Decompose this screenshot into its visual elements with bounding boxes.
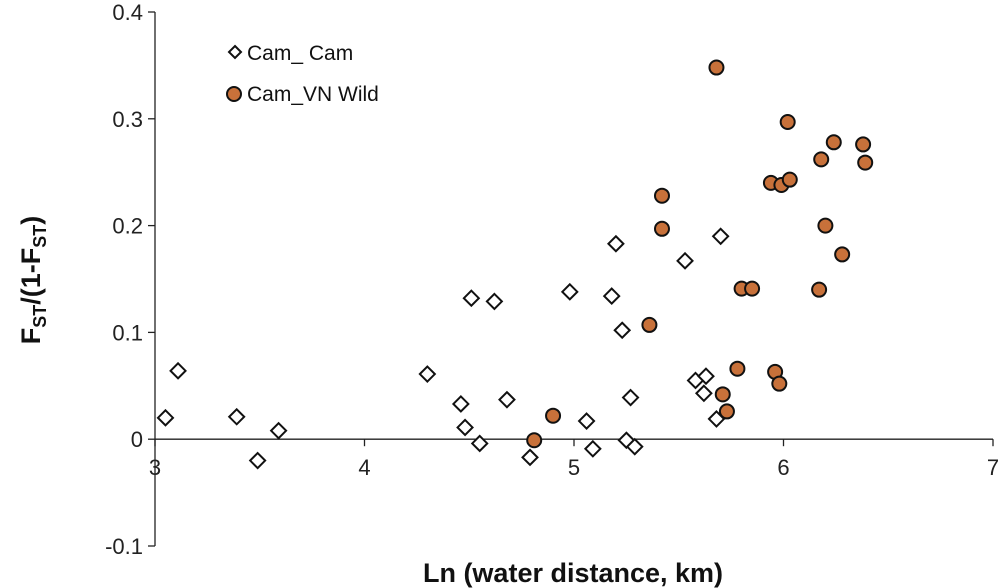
cam-cam-point xyxy=(625,437,644,456)
x-tick-label: 5 xyxy=(568,455,580,480)
cam-cam-point xyxy=(451,395,470,413)
cam-vn-wild-point xyxy=(779,114,796,131)
cam-cam-point xyxy=(418,365,437,383)
legend-label-cam-cam: Cam_ Cam xyxy=(247,42,353,65)
cam-cam-point xyxy=(602,287,621,306)
x-axis-title: Ln (water distance, km) xyxy=(423,558,723,588)
cam-cam-point xyxy=(583,439,602,458)
y-axis-title-main: F xyxy=(16,328,46,345)
data-points xyxy=(156,59,874,470)
cam-cam-point xyxy=(560,282,579,301)
x-tick-label: 7 xyxy=(987,455,999,480)
x-tick-label: 4 xyxy=(358,455,370,480)
cam-cam-point xyxy=(621,388,640,407)
cam-vn-wild-point xyxy=(526,432,543,449)
x-tick-label: 6 xyxy=(777,455,789,480)
y-axis-title-end: ) xyxy=(16,216,46,225)
y-axis-title-sub2: ST xyxy=(30,225,50,248)
y-tick-label: 0 xyxy=(131,427,143,452)
cam-cam-point xyxy=(227,407,246,426)
cam-vn-wild-point xyxy=(708,59,725,76)
y-tick-label: 0.2 xyxy=(112,214,143,239)
legend-diamond-marker xyxy=(227,44,243,60)
cam-cam-point xyxy=(697,367,715,386)
y-tick-labels: -0.1 0 0.1 0.2 0.3 0.4 xyxy=(105,0,143,559)
cam-cam-point xyxy=(676,251,694,270)
cam-vn-wild-point xyxy=(729,360,746,377)
cam-cam-point xyxy=(577,412,596,430)
cam-vn-wild-point xyxy=(641,316,658,333)
axes xyxy=(148,11,994,547)
cam-vn-wild-point xyxy=(771,375,788,392)
cam-cam-point xyxy=(694,384,713,403)
cam-cam-point xyxy=(498,390,516,409)
y-axis-title-mid: /(1-F xyxy=(16,248,46,305)
y-tick-label: 0.4 xyxy=(112,0,143,25)
legend-circle-marker xyxy=(226,86,242,102)
y-tick-label: 0.1 xyxy=(112,320,143,345)
legend: Cam_ Cam Cam_VN Wild xyxy=(226,42,379,106)
cam-cam-point xyxy=(613,321,632,340)
cam-vn-wild-point xyxy=(653,220,670,237)
cam-vn-wild-point xyxy=(718,403,735,420)
cam-vn-wild-point xyxy=(817,217,834,234)
x-tick-label: 3 xyxy=(149,455,161,480)
cam-cam-point xyxy=(269,421,288,440)
cam-cam-point xyxy=(521,448,539,467)
cam-cam-point xyxy=(462,289,481,308)
cam-vn-wild-point xyxy=(545,407,562,424)
cam-vn-wild-point xyxy=(714,386,731,403)
y-axis-title-sub1: ST xyxy=(30,305,50,328)
y-tick-label: 0.3 xyxy=(112,107,143,132)
cam-cam-point xyxy=(485,292,504,311)
legend-label-cam-vn-wild: Cam_VN Wild xyxy=(247,83,379,106)
cam-vn-wild-point xyxy=(653,187,670,204)
cam-vn-wild-point xyxy=(811,281,828,298)
y-tick-label: -0.1 xyxy=(105,534,143,559)
cam-vn-wild-point xyxy=(855,136,872,153)
cam-cam-point xyxy=(470,434,489,453)
cam-cam-point xyxy=(456,418,474,437)
y-axis-title: FST/(1-FST) xyxy=(16,216,50,345)
cam-cam-point xyxy=(606,234,625,253)
cam-cam-point xyxy=(156,408,175,427)
cam-vn-wild-point xyxy=(857,154,874,171)
cam-vn-wild-point xyxy=(813,151,830,168)
cam-vn-wild-point xyxy=(781,171,798,188)
cam-cam-point xyxy=(248,451,267,470)
cam-vn-wild-point xyxy=(825,134,842,151)
cam-vn-wild-point xyxy=(744,280,761,297)
cam-cam-point xyxy=(169,361,187,380)
cam-cam-point xyxy=(711,227,730,246)
cam-vn-wild-point xyxy=(834,246,851,263)
x-tick-labels: 3 4 5 6 7 xyxy=(149,455,999,480)
